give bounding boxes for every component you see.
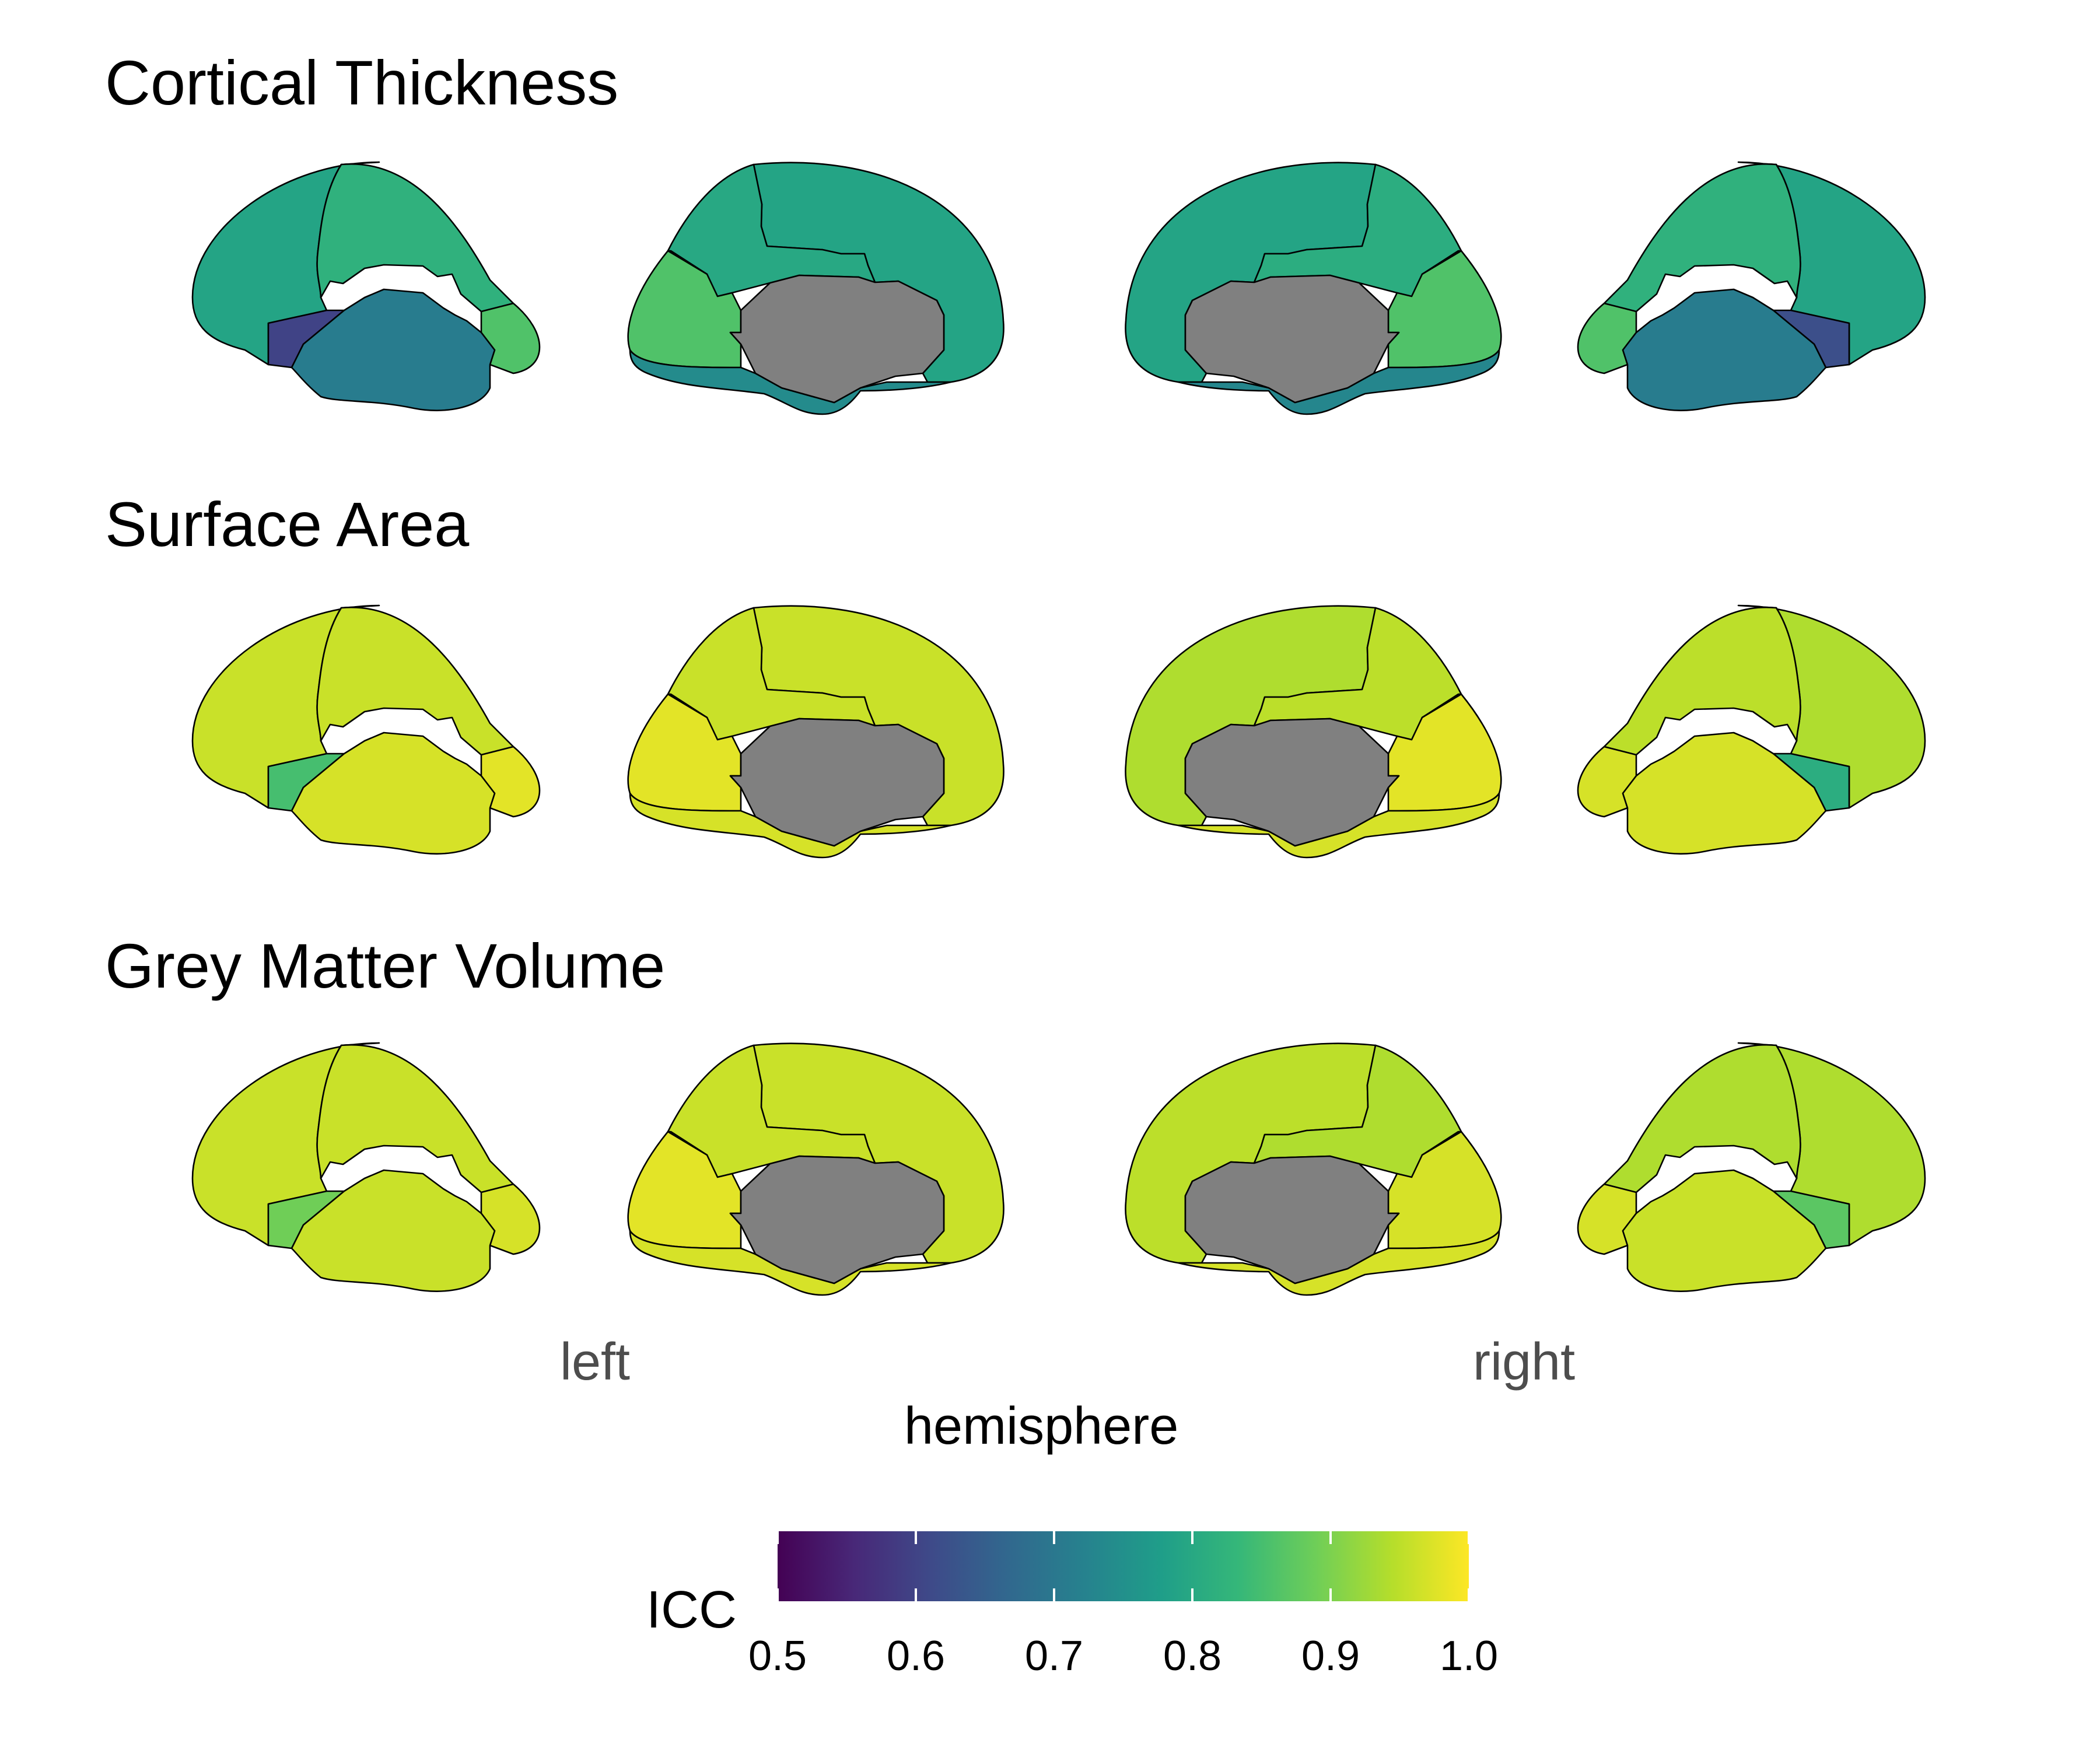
brain-left-lateral-row-1 — [191, 161, 541, 411]
region-temporal — [290, 288, 496, 411]
legend-tick-0.5: 0.5 — [748, 1633, 807, 1679]
region-parietal — [1603, 1044, 1801, 1194]
region-parietal — [1603, 163, 1801, 313]
region-temporal — [290, 732, 496, 855]
region-temporal — [629, 349, 952, 415]
legend-tick-0.7: 0.7 — [1024, 1633, 1084, 1679]
colorbar — [778, 1531, 1469, 1601]
region-parietal — [316, 606, 514, 756]
x-tick-left: left — [560, 1333, 631, 1391]
brain-right-lateral-row-1 — [1577, 161, 1926, 411]
brain-left-lateral-row-3 — [191, 1042, 541, 1292]
brain-right-lateral-row-3 — [1577, 1042, 1926, 1292]
brain-right-medial-row-2 — [1125, 605, 1502, 859]
medial-wall — [1184, 1155, 1400, 1284]
legend-title: ICC — [646, 1581, 737, 1639]
region-temporal — [1177, 1230, 1500, 1296]
region-parietal — [1603, 606, 1801, 756]
brain-right-medial-row-3 — [1125, 1042, 1502, 1296]
brain-left-medial-row-3 — [627, 1042, 1005, 1296]
legend-tick-0.8: 0.8 — [1163, 1633, 1222, 1679]
medial-wall — [729, 718, 945, 847]
region-temporal — [629, 1230, 952, 1296]
panel-title-grey-matter-volume: Grey Matter Volume — [105, 930, 666, 1001]
brain-right-medial-row-1 — [1125, 162, 1502, 415]
medial-wall — [1184, 718, 1400, 847]
region-temporal — [629, 792, 952, 859]
legend-tick-1.0: 1.0 — [1439, 1633, 1499, 1679]
brain-right-lateral-row-2 — [1577, 604, 1926, 855]
region-temporal — [1622, 732, 1827, 855]
medial-wall — [729, 1155, 945, 1284]
region-temporal — [1622, 288, 1827, 411]
region-temporal — [1622, 1169, 1827, 1292]
brain-left-medial-row-1 — [627, 162, 1005, 415]
medial-wall — [729, 274, 945, 404]
region-parietal — [316, 1044, 514, 1194]
brain-left-medial-row-2 — [627, 605, 1005, 859]
panel-title-surface-area: Surface Area — [105, 489, 470, 559]
brain-left-lateral-row-2 — [191, 604, 541, 855]
region-temporal — [290, 1169, 496, 1292]
medial-wall — [1184, 274, 1400, 404]
legend-tick-0.9: 0.9 — [1301, 1633, 1360, 1679]
region-parietal — [316, 163, 514, 313]
region-temporal — [1177, 349, 1500, 415]
legend-tick-0.6: 0.6 — [886, 1633, 946, 1679]
panel-title-cortical-thickness: Cortical Thickness — [105, 47, 619, 118]
x-tick-right: right — [1473, 1333, 1576, 1391]
x-axis-title: hemisphere — [904, 1397, 1179, 1455]
region-temporal — [1177, 792, 1500, 859]
